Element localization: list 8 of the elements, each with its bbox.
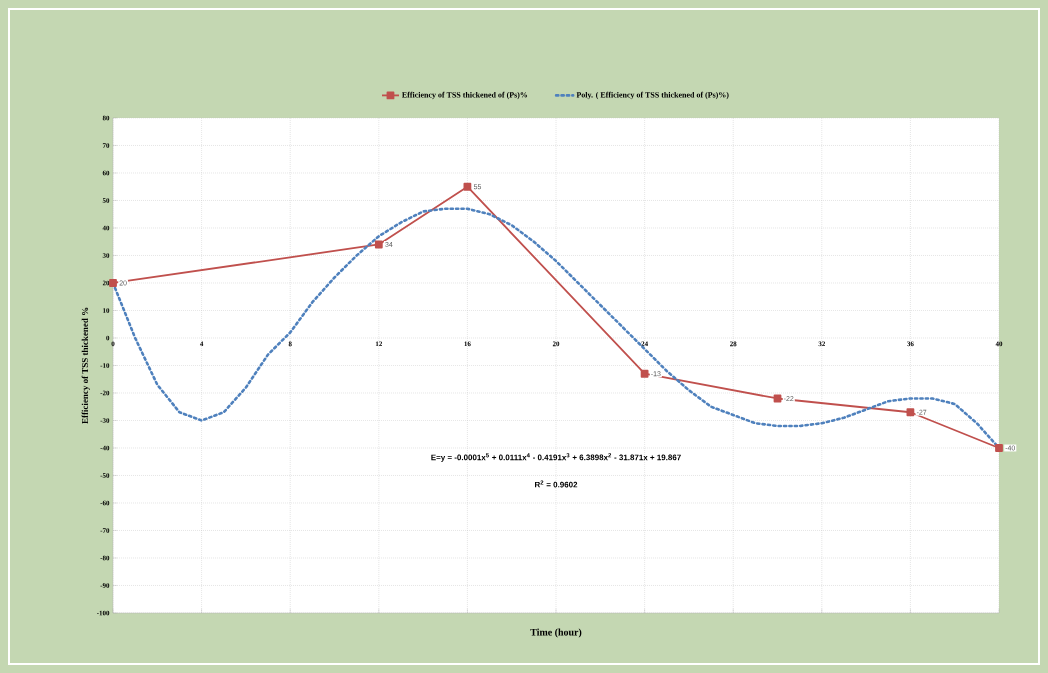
y-axis-title: Efficiency of TSS thickened % [81,307,90,424]
x-axis-title: Time (hour) [530,628,582,638]
point [109,279,117,287]
point [463,182,472,191]
point [640,369,649,378]
point [374,240,383,249]
point [995,444,1003,452]
point [906,408,915,417]
